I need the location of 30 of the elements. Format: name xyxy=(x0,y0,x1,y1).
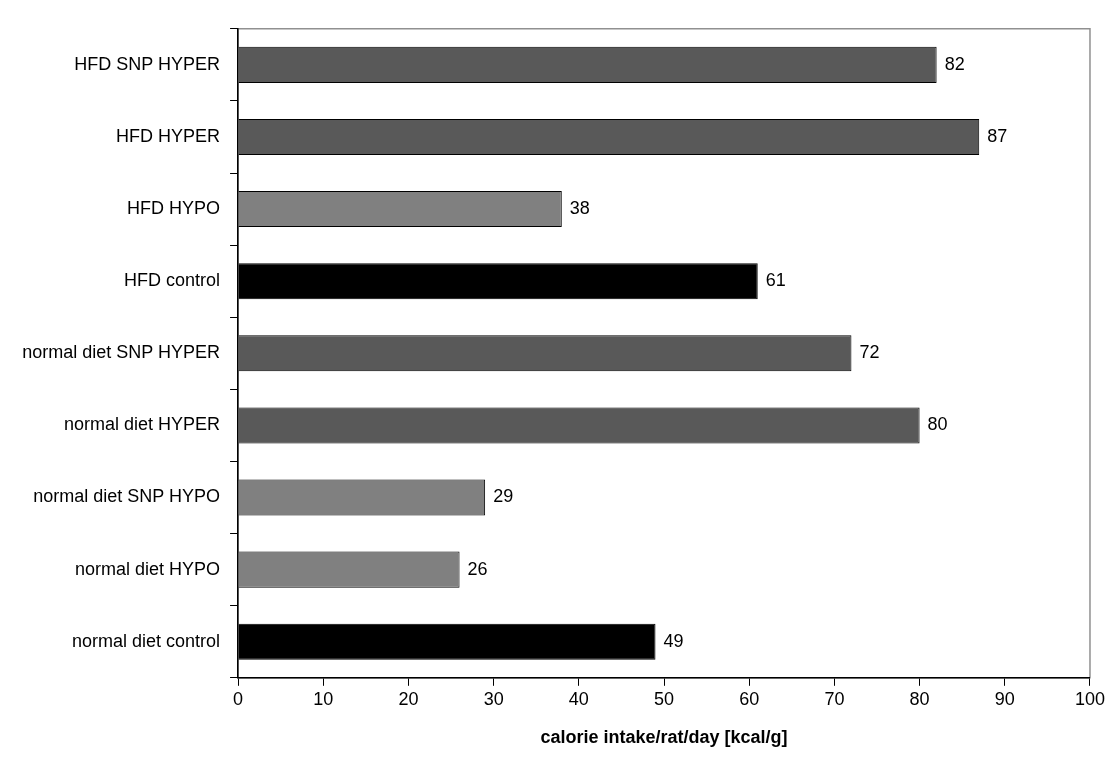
y-tick-label: HFD HYPER xyxy=(116,125,221,146)
data-label: 26 xyxy=(467,558,488,579)
y-tick-label: HFD control xyxy=(124,270,221,291)
x-tick-label: 70 xyxy=(824,688,845,709)
x-tick-label: 90 xyxy=(994,688,1015,709)
x-tick-label: 10 xyxy=(313,688,334,709)
x-tick-label: 80 xyxy=(909,688,930,709)
data-label: 87 xyxy=(987,125,1008,146)
data-label: 49 xyxy=(663,630,684,651)
y-tick-label: HFD HYPO xyxy=(127,198,221,219)
x-axis-title: calorie intake/rat/day [kcal/g] xyxy=(540,727,788,748)
data-label: 61 xyxy=(765,270,786,291)
data-label: 80 xyxy=(927,414,948,435)
data-label: 38 xyxy=(569,198,590,219)
x-tick-label: 100 xyxy=(1074,688,1106,709)
x-tick-label: 60 xyxy=(739,688,760,709)
x-tick-label: 0 xyxy=(233,688,244,709)
y-tick-label: normal diet HYPER xyxy=(64,414,221,435)
x-tick-label: 30 xyxy=(483,688,504,709)
x-tick-label: 50 xyxy=(654,688,675,709)
data-label: 72 xyxy=(859,342,880,363)
y-tick-label: normal diet HYPO xyxy=(75,558,221,579)
y-tick-label: normal diet SNP HYPER xyxy=(22,342,221,363)
y-tick-label: HFD SNP HYPER xyxy=(74,53,221,74)
data-label: 29 xyxy=(493,486,514,507)
x-tick-label: 40 xyxy=(568,688,589,709)
x-tick-label: 20 xyxy=(398,688,419,709)
y-tick-label: normal diet control xyxy=(71,630,221,651)
data-label: 82 xyxy=(944,53,965,74)
y-tick-label: normal diet SNP HYPO xyxy=(33,486,221,507)
